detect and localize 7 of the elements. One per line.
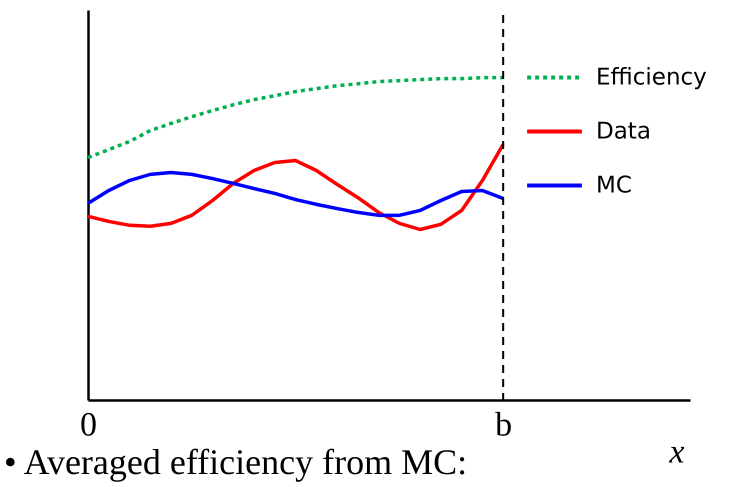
legend-label: Efficiency xyxy=(596,64,707,90)
text: • Averaged efficiency from MC: xyxy=(4,442,468,482)
legend-label: Data xyxy=(596,118,651,144)
x-tick-label: b xyxy=(495,406,512,444)
legend-label: MC xyxy=(596,172,632,198)
x-axis-title: x xyxy=(668,434,684,470)
x-tick-label: 0 xyxy=(80,406,97,444)
